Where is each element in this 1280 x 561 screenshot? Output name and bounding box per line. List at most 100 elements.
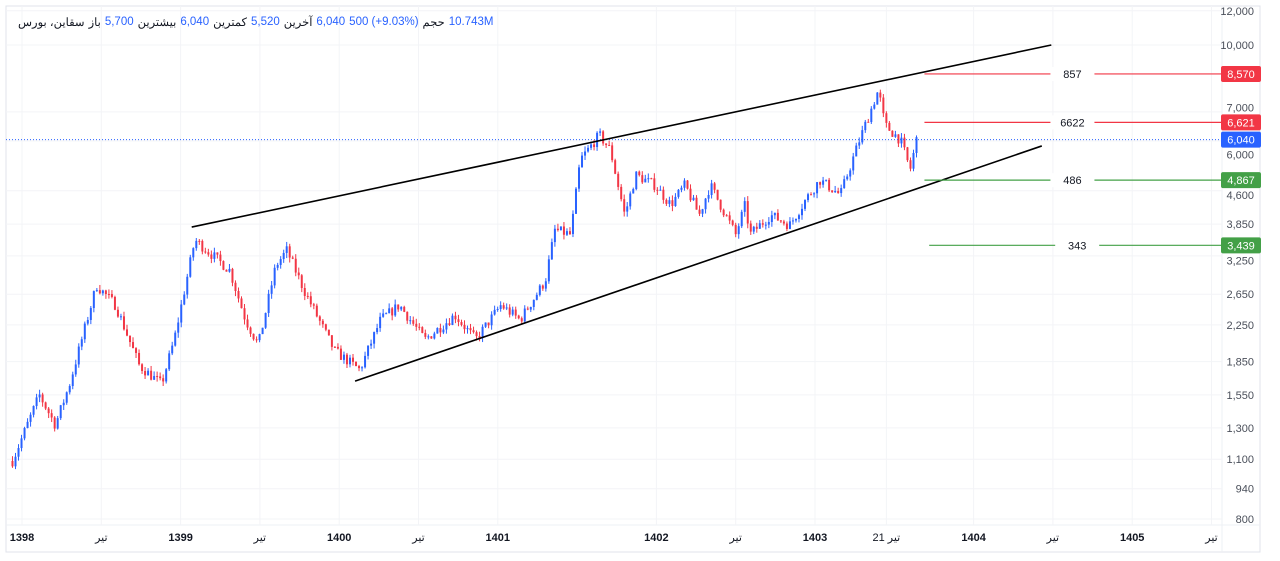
candle-body (249, 327, 252, 334)
y-tick-label: 800 (1236, 514, 1254, 526)
candle-body (740, 211, 743, 227)
candle-body (547, 259, 550, 282)
candle-body (677, 189, 680, 197)
candle-body (204, 251, 207, 253)
candle-body (264, 313, 267, 328)
x-tick-label: تیر (253, 532, 266, 544)
candle-body (647, 178, 650, 180)
candle-body (514, 309, 517, 316)
candle-body (397, 304, 400, 310)
candle-body (608, 145, 611, 147)
candle-body (749, 223, 752, 232)
candle-body (891, 130, 894, 137)
candle-body (270, 285, 273, 294)
candle-body (496, 309, 499, 311)
candle-body (228, 268, 231, 272)
candle-body (894, 134, 897, 137)
y-tick-label: 2,250 (1226, 320, 1254, 332)
candle-body (180, 304, 183, 323)
candle-body (822, 180, 825, 185)
candle-body (695, 197, 698, 210)
candle-body (116, 309, 119, 317)
candle-body (529, 306, 532, 310)
x-tick-label: تیر (728, 532, 741, 544)
y-tick-label: 1,300 (1226, 423, 1254, 435)
candle-body (743, 201, 746, 212)
candle-body (873, 104, 876, 109)
candle-body (415, 323, 418, 327)
candle-body (852, 156, 855, 171)
candle-body (767, 222, 770, 225)
candle-body (285, 246, 288, 253)
candle-body (98, 290, 101, 294)
candle-body (671, 200, 674, 207)
candle-body (788, 221, 791, 229)
change-value: 500 (+9.03%) (349, 16, 419, 28)
x-tick-label: 1402 (644, 532, 668, 544)
candle-body (906, 147, 909, 161)
candle-body (885, 113, 888, 123)
candle-body (535, 294, 538, 300)
candle-body (376, 328, 379, 333)
candle-body (629, 193, 632, 207)
y-tick-label: 3,850 (1226, 219, 1254, 231)
candle-body (800, 208, 803, 216)
candle-body (785, 223, 788, 229)
candle-body (861, 130, 864, 143)
candle-body (150, 370, 153, 380)
candle-body (770, 215, 773, 223)
candle-body (388, 308, 391, 314)
high-label: بیشترین (137, 17, 177, 29)
candle-body (900, 137, 903, 144)
candle-body (773, 212, 776, 216)
candle-body (728, 215, 731, 221)
candle-body (409, 320, 412, 322)
candle-body (222, 261, 225, 270)
candle-body (192, 248, 195, 258)
candle-body (330, 335, 333, 347)
candle-body (825, 179, 828, 181)
candle-body (306, 295, 309, 297)
candle-body (418, 326, 421, 328)
candle-body (68, 386, 71, 393)
level-label: 6622 (1060, 117, 1084, 129)
candle-body (550, 242, 553, 260)
candle-body (791, 220, 794, 222)
candle-body (361, 367, 364, 369)
y-tick-label: 1,850 (1226, 357, 1254, 369)
candle-body (29, 414, 32, 422)
candle-body (526, 308, 529, 310)
candle-body (761, 223, 764, 225)
volume-value: 10.743M (448, 16, 494, 28)
candle-body (882, 97, 885, 114)
candle-body (44, 402, 47, 409)
candle-body (755, 226, 758, 229)
candle-body (276, 264, 279, 268)
candle-body (225, 269, 228, 272)
candle-body (680, 187, 683, 190)
candle-body (312, 304, 315, 306)
candle-body (632, 189, 635, 194)
candle-body (553, 228, 556, 243)
candle-body (810, 194, 813, 196)
candle-body (849, 170, 852, 177)
candle-body (348, 357, 351, 365)
candle-body (581, 155, 584, 168)
candle-body (11, 460, 14, 467)
candle-body (231, 268, 234, 283)
candle-body (394, 304, 397, 316)
candle-body (252, 333, 255, 340)
candle-body (867, 121, 870, 123)
candle-body (807, 194, 810, 201)
x-tick-label: 1404 (961, 532, 986, 544)
candle-body (198, 240, 201, 242)
candle-body (201, 240, 204, 252)
candle-body (412, 320, 415, 324)
candle-body (571, 213, 574, 235)
y-tick-label: 7,000 (1226, 102, 1254, 114)
level-price-badge (1221, 237, 1261, 254)
candle-body (584, 151, 587, 156)
candle-body (216, 252, 219, 255)
